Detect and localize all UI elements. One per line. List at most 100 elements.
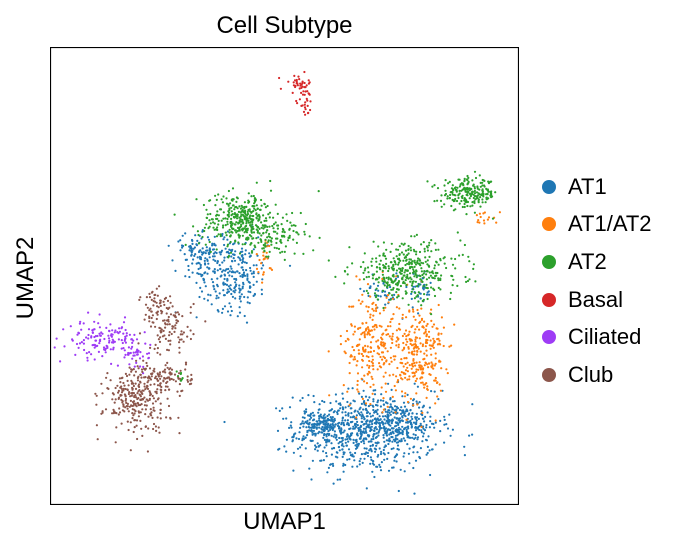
data-point [121, 401, 124, 404]
data-point [353, 423, 357, 427]
data-point [279, 251, 282, 254]
data-point [205, 216, 208, 219]
data-point [164, 337, 167, 340]
data-point [365, 447, 368, 450]
data-point [121, 341, 124, 345]
data-point [140, 368, 144, 371]
data-point [250, 211, 253, 214]
data-point [471, 433, 474, 436]
data-point [168, 378, 171, 381]
data-point [378, 421, 381, 425]
data-point [236, 270, 239, 273]
data-point [116, 331, 119, 334]
data-point [310, 426, 313, 429]
data-point [142, 367, 146, 370]
data-point [364, 395, 368, 398]
data-point [247, 280, 250, 283]
data-point [366, 266, 370, 269]
data-point [91, 344, 94, 347]
data-point [411, 282, 414, 285]
data-point [352, 358, 355, 361]
data-point [298, 98, 301, 101]
data-point [82, 342, 85, 345]
data-point [300, 91, 303, 94]
data-point [391, 420, 394, 423]
data-point [448, 180, 451, 183]
data-point [382, 309, 385, 312]
data-point [399, 440, 402, 443]
data-point [167, 244, 170, 247]
data-point [403, 405, 407, 408]
data-point [252, 248, 255, 251]
data-point [436, 338, 439, 341]
data-point [137, 404, 140, 407]
data-point [209, 222, 212, 225]
data-point [212, 248, 216, 251]
data-point [163, 297, 166, 300]
data-point [405, 284, 408, 287]
data-point [361, 331, 364, 334]
data-point [397, 343, 400, 346]
data-point [432, 342, 435, 345]
data-point [460, 182, 463, 185]
data-point [178, 394, 181, 397]
data-point [234, 250, 237, 253]
data-point [403, 427, 406, 430]
data-point [423, 247, 426, 250]
data-point [201, 235, 204, 239]
data-point [411, 412, 414, 415]
data-point [197, 272, 200, 275]
data-point [368, 423, 371, 426]
data-point [269, 179, 272, 183]
data-point [340, 440, 343, 443]
data-point [226, 243, 230, 246]
data-point [265, 231, 268, 234]
data-point [217, 233, 220, 236]
data-point [383, 290, 387, 293]
data-point [406, 361, 409, 364]
data-point [417, 300, 420, 303]
data-point [448, 197, 451, 200]
data-point [430, 353, 433, 356]
data-point [159, 309, 163, 312]
data-point [392, 432, 395, 435]
data-point [476, 221, 479, 224]
data-point [211, 255, 215, 258]
data-point [352, 399, 355, 402]
data-point [386, 284, 389, 287]
data-point [186, 325, 189, 328]
data-point [246, 277, 249, 280]
data-point [156, 313, 159, 316]
data-point [223, 420, 226, 424]
data-point [383, 284, 386, 287]
data-point [114, 441, 117, 444]
data-point [420, 270, 423, 273]
data-point [221, 226, 225, 229]
data-point [234, 213, 237, 216]
data-point [360, 395, 363, 398]
data-point [378, 463, 381, 466]
data-point [423, 320, 426, 323]
data-point [349, 451, 352, 454]
data-point [274, 230, 277, 233]
data-point [380, 393, 383, 396]
data-point [62, 328, 65, 331]
data-point [415, 295, 418, 298]
data-point [405, 421, 408, 424]
data-point [261, 281, 264, 284]
data-point [477, 201, 480, 204]
data-point [385, 432, 388, 435]
data-point [418, 337, 421, 340]
data-point [138, 385, 141, 389]
data-point [174, 324, 177, 327]
data-point [309, 108, 312, 112]
data-point [395, 428, 399, 431]
data-point [374, 278, 377, 281]
data-point [364, 329, 367, 332]
data-point [487, 190, 490, 193]
data-point [222, 269, 225, 272]
data-point [238, 205, 241, 208]
data-point [362, 278, 366, 281]
data-point [471, 179, 474, 182]
data-point [421, 376, 424, 379]
